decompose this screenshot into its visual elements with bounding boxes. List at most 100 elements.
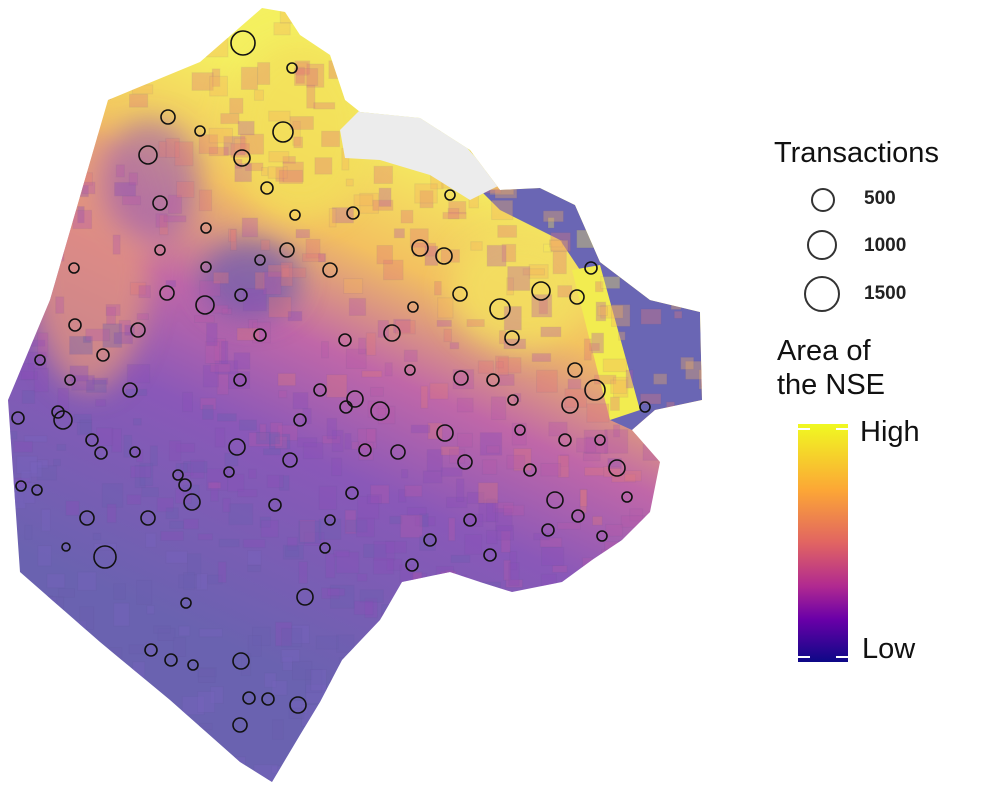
transaction-circle: [144, 643, 158, 657]
district-cell: [18, 47, 38, 67]
transaction-circle: [233, 149, 251, 167]
district-cell: [558, 8, 584, 9]
district-cell: [199, 397, 217, 410]
district-cell: [329, 584, 355, 609]
district-cell: [195, 573, 208, 591]
district-cell: [8, 8, 17, 14]
district-cell: [268, 296, 292, 318]
district-cell: [412, 571, 423, 587]
district-cell: [47, 209, 62, 225]
district-cell: [662, 8, 672, 15]
transaction-circle: [567, 362, 583, 378]
transaction-circle: [51, 405, 65, 419]
transaction-circle: [370, 401, 390, 421]
district-cell: [234, 158, 243, 169]
transaction-circle: [232, 717, 248, 733]
district-cell: [113, 692, 129, 709]
district-cell: [622, 642, 634, 660]
transaction-circle: [383, 324, 401, 342]
district-cell: [292, 392, 309, 410]
district-cell: [278, 475, 290, 491]
district-cell: [455, 478, 465, 503]
transaction-circle: [504, 330, 520, 346]
legend-circle-1500: [804, 276, 840, 312]
district-cell: [326, 417, 338, 440]
district-cell: [145, 532, 157, 548]
district-cell: [339, 755, 351, 771]
district-cell: [205, 8, 223, 28]
district-cell: [491, 602, 510, 624]
district-cell: [582, 452, 601, 462]
district-cell: [99, 30, 123, 41]
district-cell: [673, 191, 682, 201]
district-cell: [696, 699, 702, 724]
district-cell: [346, 785, 353, 795]
district-cell: [8, 430, 18, 440]
district-cell: [263, 672, 277, 688]
district-cell: [620, 784, 643, 795]
district-cell: [675, 450, 694, 462]
district-cell: [78, 647, 89, 672]
district-cell: [356, 573, 368, 582]
district-cell: [274, 436, 288, 450]
district-cell: [93, 688, 116, 711]
district-cell: [700, 364, 702, 388]
district-cell: [279, 9, 294, 24]
district-cell: [165, 137, 180, 158]
district-cell: [519, 615, 541, 627]
district-cell: [69, 365, 89, 382]
district-cell: [506, 277, 515, 296]
district-cell: [204, 341, 221, 365]
district-cell: [282, 656, 293, 671]
district-cell: [610, 159, 632, 178]
district-cell: [547, 217, 555, 229]
district-cell: [153, 625, 171, 634]
district-cell: [66, 702, 79, 726]
district-cell: [296, 8, 305, 24]
transaction-circle: [594, 434, 606, 446]
district-cell: [211, 68, 221, 87]
transaction-circle: [233, 373, 247, 387]
district-cell: [364, 8, 385, 9]
legend-circle-1000: [807, 230, 837, 260]
transaction-circle: [457, 454, 473, 470]
district-cell: [331, 429, 344, 453]
district-cell: [524, 693, 533, 705]
district-cell: [629, 508, 644, 522]
district-cell: [336, 634, 355, 653]
district-cell: [427, 641, 438, 651]
district-cell: [666, 150, 689, 168]
transaction-circle: [452, 286, 468, 302]
district-cell: [372, 558, 395, 575]
district-cell: [43, 181, 66, 206]
district-cell: [89, 121, 98, 138]
district-cell: [21, 390, 36, 404]
transaction-circle: [404, 364, 416, 376]
district-cell: [115, 164, 125, 178]
district-cell: [129, 281, 147, 296]
district-cell: [653, 192, 672, 201]
district-cell: [376, 407, 389, 416]
transaction-circle: [254, 254, 266, 266]
district-cell: [209, 75, 228, 97]
district-cell: [198, 722, 213, 731]
district-cell: [26, 182, 43, 203]
district-cell: [212, 271, 230, 285]
district-cell: [399, 514, 423, 539]
district-cell: [440, 602, 462, 612]
district-cell: [348, 297, 367, 316]
district-cell: [183, 518, 199, 530]
transaction-circle: [183, 493, 201, 511]
district-cell: [486, 529, 498, 545]
transaction-circle: [423, 533, 437, 547]
district-cell: [186, 553, 202, 576]
district-cell: [213, 337, 227, 362]
district-cell: [466, 491, 485, 505]
district-cell: [448, 200, 467, 215]
district-cell: [353, 194, 374, 207]
transaction-circle: [85, 433, 99, 447]
district-cell: [442, 211, 467, 220]
district-cell: [611, 473, 637, 483]
district-cell: [450, 574, 468, 593]
district-cell: [233, 137, 247, 153]
